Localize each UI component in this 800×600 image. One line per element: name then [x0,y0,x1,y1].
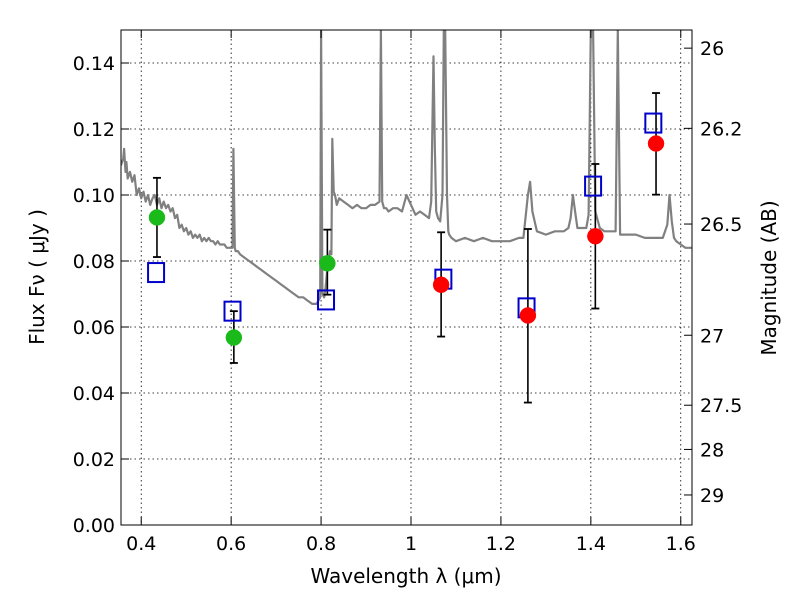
plot-area [121,30,692,404]
y2-tick-label: 26.2 [700,118,742,140]
plot-frame [120,29,693,526]
y2-tick-label: 26.5 [700,214,742,236]
y-tick-label: 0.10 [73,185,115,207]
spectrum-layer [121,30,692,305]
observed-flux-point [647,135,665,152]
y-tick-label: 0.04 [73,383,115,405]
y-tick-label: 0.12 [73,119,115,141]
y2-tick-label: 28 [700,439,724,461]
x-axis-label: Wavelength λ (μm) [310,564,501,588]
observed-flux-point [519,307,537,324]
y-tick-label: 0.08 [73,251,115,273]
model-flux-square [147,262,166,284]
x-axis: 0.4 0.6 0.8 1 1.2 1.4 1.6 [126,30,696,555]
y2-axis-label: Magnitude (AB) [757,200,781,355]
y2-tick-label: 27 [700,325,724,347]
y2-tick-label: 27.5 [700,395,742,417]
model-flux-square [644,112,663,134]
x-tick-label: 0.6 [216,533,246,555]
observed-flux-point [319,255,336,272]
grid-lines [121,30,692,525]
observed-flux-point [225,329,243,346]
marker-layer [147,112,665,346]
y-axis-right: 26 26.2 26.5 27 27.5 28 29 [684,38,742,507]
y-tick-label: 0.06 [73,317,115,339]
model-flux-square [223,300,242,322]
model-spectrum-line [121,30,692,305]
x-tick-label: 0.8 [306,533,336,555]
model-flux-square [584,175,603,197]
observed-flux-point [432,276,450,294]
x-tick-label: 1.6 [666,533,696,555]
model-flux-square [317,289,336,311]
x-tick-label: 0.4 [126,533,156,555]
y-tick-label: 0.00 [73,515,115,537]
x-tick-label: 1 [405,533,417,555]
y-tick-label: 0.14 [73,53,115,75]
y-tick-label: 0.02 [73,449,115,471]
y-axis-label: Flux Fν ( μJy ) [25,209,49,345]
x-tick-label: 1.4 [576,533,606,555]
x-tick-label: 1.2 [486,533,516,555]
observed-flux-point [148,209,166,226]
y2-tick-label: 29 [700,485,724,507]
observed-flux-point [587,228,604,245]
y-axis-left: 0.00 0.02 0.04 0.06 0.08 0.10 0.12 0.14 [73,53,129,537]
y2-tick-label: 26 [700,38,724,60]
